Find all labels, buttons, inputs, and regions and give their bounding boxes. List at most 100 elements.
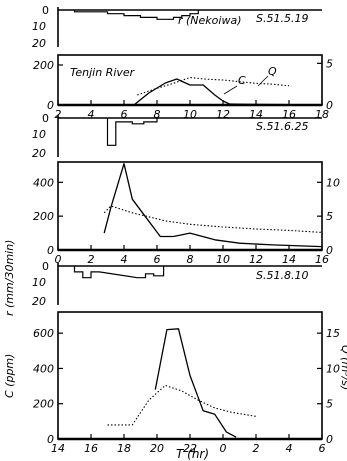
- main-3-y2tick-label: 15: [326, 327, 340, 340]
- main-2-xtick-label: 12: [249, 253, 263, 266]
- main-1-xtick-label: 10: [183, 108, 197, 121]
- main-2-xtick-label: 2: [88, 253, 95, 266]
- main-3-ytick-label: 200: [33, 398, 54, 411]
- main-3-xtick-label: 20: [150, 442, 164, 455]
- main-2-xtick-label: 10: [216, 253, 230, 266]
- main-3-y2tick-label: 5: [326, 398, 333, 411]
- rain-1-ytick-0: 0: [42, 4, 49, 17]
- main-1-xtick-label: 6: [121, 108, 128, 121]
- rain-2-ytick-10: 10: [32, 128, 46, 141]
- main-2-xtick-label: 8: [187, 253, 194, 266]
- main-2-xtick-label: 16: [315, 253, 329, 266]
- main-2-ytick-label: 200: [33, 210, 54, 223]
- main-2-ytick-label: 400: [33, 176, 54, 189]
- main-3-xtick-label: 16: [84, 442, 98, 455]
- main-1-xtick-label: 2: [55, 108, 62, 121]
- main-3-series-c-line: [154, 328, 237, 438]
- main-1-ytick-label: 200: [33, 59, 54, 72]
- rain-2-bar: [108, 118, 116, 145]
- main-3-yticks: 0 200 400 600: [33, 327, 63, 446]
- main-3-xticks: 14 16 18 20 22 0 2 4 6: [51, 434, 326, 455]
- main-3-ytick-label: 0: [47, 433, 54, 446]
- rain-panel-2: 0 10 20 S.51.6.25: [32, 112, 322, 160]
- main-2-series: [103, 163, 323, 248]
- conc-axis-label: C (ppm): [3, 354, 16, 398]
- rain-2-ytick-20: 20: [32, 147, 46, 160]
- main-2-frame: [57, 161, 323, 251]
- rain-3-bar: [137, 266, 145, 278]
- rain-2-ytick-0: 0: [42, 112, 49, 125]
- rain-panel-1: 0 10 20 r (Nekoiwa) S.51.5.19: [32, 4, 322, 50]
- rain-1-date-label: S.51.5.19: [256, 12, 308, 25]
- rain-panel-3: 0 10 20 S.51.8.10: [32, 260, 322, 308]
- main-1-series-tail-line: [229, 103, 290, 106]
- flow-axis-label: Q (m³/s): [339, 345, 347, 390]
- rain-3-bar: [154, 266, 164, 276]
- rain-3-bar: [145, 266, 153, 274]
- rain-2-hyetograph: [106, 118, 158, 146]
- rain-3-bar: [83, 266, 91, 278]
- main-2-xtick-label: 4: [121, 253, 128, 266]
- main-3-xtick-label: 0: [220, 442, 227, 455]
- main-2-xtick-label: 14: [282, 253, 296, 266]
- main-2-xticks: 0 2 4 6 8 10 12 14 16: [55, 245, 329, 266]
- main-1-series-q-line: [137, 76, 290, 96]
- main-3-y2tick-label: 0: [326, 433, 333, 446]
- rain-1-bar: [141, 10, 158, 17]
- main-3-xtick-label: 14: [51, 442, 65, 455]
- main-2-y2tick-label: 0: [326, 244, 333, 257]
- rain-3-hyetograph: [73, 266, 165, 279]
- rain-1-series-label: r (Nekoiwa): [178, 14, 242, 27]
- rain-1-bars: [73, 10, 199, 20]
- rain-1-hyetograph: [73, 10, 199, 20]
- main-1-c-leader: [223, 85, 238, 95]
- rain-3-ytick-0: 0: [42, 260, 49, 273]
- rain-3-bars: [73, 266, 165, 279]
- main-1-yticks: 0 200: [33, 59, 63, 112]
- rain-axis-label: r (mm/30min): [3, 240, 16, 316]
- rain-3-date-label: S.51.8.10: [256, 269, 308, 282]
- rain-2-bar: [132, 118, 144, 124]
- main-1-xticks: 2 4 6 8 10 12 14 16 18: [55, 100, 329, 121]
- main-2-yticks: 0 200 400: [33, 176, 63, 257]
- main-2-xtick-label: 0: [55, 253, 62, 266]
- main-1-y2tick-label: 0: [326, 99, 333, 112]
- main-3-xtick-label: 6: [319, 442, 326, 455]
- main-3-xtick-label: 4: [286, 442, 293, 455]
- main-1-y2tick-label: 5: [326, 57, 333, 70]
- main-1-q-leader: [257, 75, 269, 87]
- main-3-ytick-label: 400: [33, 362, 54, 375]
- main-1-ytick-label: 0: [47, 99, 54, 112]
- main-2-series-q-line: [103, 205, 323, 233]
- main-1-xtick-label: 12: [216, 108, 230, 121]
- main-3-y2tick-label: 10: [326, 362, 340, 375]
- rain-2-bars: [106, 118, 158, 146]
- main-2-series-c-line: [103, 163, 323, 248]
- main-1-xtick-label: 8: [154, 108, 161, 121]
- main-2-y2ticks: 0 5 10: [317, 176, 340, 257]
- rain-3-ytick-10: 10: [32, 276, 46, 289]
- main-1-frame: [57, 54, 323, 106]
- river-label: Tenjin River: [70, 66, 136, 79]
- rain-3-bar: [75, 266, 83, 272]
- rain-2-date-label: S.51.6.25: [256, 120, 308, 133]
- rain-1-ytick-10: 10: [32, 20, 46, 33]
- main-1-series: [133, 76, 290, 106]
- main-2-y2tick-label: 5: [326, 210, 333, 223]
- main-3-series: [107, 328, 257, 438]
- main-3-xtick-label: 22: [183, 442, 197, 455]
- main-1-q-label: Q: [268, 65, 277, 78]
- main-3-ytick-label: 600: [33, 327, 54, 340]
- main-3-series-q-line: [107, 384, 257, 426]
- main-3-xtick-label: 2: [253, 442, 260, 455]
- main-1-y2ticks: 05: [317, 57, 333, 112]
- main-3-xtick-label: 18: [117, 442, 131, 455]
- rain-1-ytick-20: 20: [32, 37, 46, 50]
- main-1-series-c-line: [133, 78, 230, 106]
- rain-1-bar: [124, 10, 141, 16]
- main-panel-2: 0 2 4 6 8 10 12 14 16 0 200 400 0 5 10: [33, 161, 340, 266]
- main-1-xtick-label: 4: [88, 108, 95, 121]
- x-axis-label: T (hr): [176, 447, 209, 461]
